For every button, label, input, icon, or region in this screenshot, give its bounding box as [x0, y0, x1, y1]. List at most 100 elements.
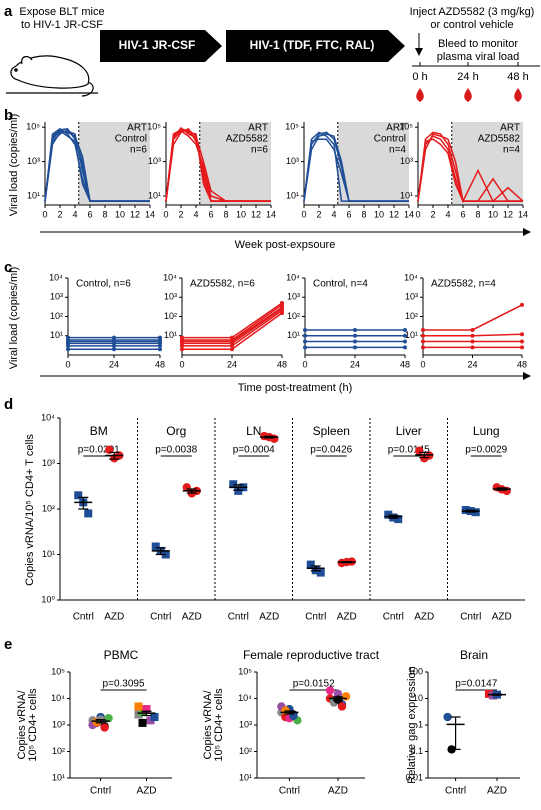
blood-drops: [416, 88, 522, 102]
p-value: p=0.0145: [388, 445, 430, 456]
x-tick-label: 14: [404, 209, 414, 219]
arrow-label: HIV-1 (TDF, FTC, RAL): [250, 38, 375, 52]
x-axis-title: Time post-treatment (h): [238, 382, 353, 394]
data-point: [443, 712, 452, 722]
group-title: LN: [246, 424, 261, 438]
data-point: [138, 718, 147, 727]
p-value: p=0.0038: [155, 445, 197, 456]
y-tick-label: 10³: [27, 156, 40, 166]
x-axis-title: Week post-expsoure: [235, 239, 336, 251]
y-tick-label: 10¹: [52, 772, 65, 782]
p-value: p=0.0147: [455, 679, 497, 690]
error-bar: [109, 451, 120, 460]
group-title: BM: [90, 424, 108, 438]
series-point: [303, 345, 307, 350]
series-line: [182, 304, 283, 341]
y-tick-label: 10²: [405, 311, 418, 321]
x-tick-label: 4: [445, 209, 450, 219]
y-tick-label: 10²: [50, 311, 63, 321]
data-point: [84, 509, 93, 518]
error-bar: [419, 451, 430, 459]
annotation: n=6: [130, 145, 147, 156]
error-bar: [284, 710, 295, 715]
x-tick-label: AZD: [328, 786, 348, 797]
y-tick-label: 10³: [239, 719, 252, 729]
error-bar: [141, 710, 152, 717]
y-tick-label: 100: [408, 666, 423, 676]
x-tick-label: 48: [400, 359, 410, 369]
y-tick-label: 10³: [400, 156, 413, 166]
y-tick-label: 10¹: [287, 330, 300, 340]
series-point: [180, 347, 184, 352]
y-tick-label: 10¹: [286, 190, 299, 200]
x-tick-label: Cntrl: [73, 612, 94, 623]
mouse-icon: [6, 55, 98, 97]
x-tick-label: 24: [350, 359, 360, 369]
y-axis-title: Copies vRNA/: [202, 690, 214, 760]
panel-label: e: [4, 636, 12, 653]
y-tick-label: 10⁵: [238, 666, 252, 676]
p-value: p=0.0201: [78, 445, 120, 456]
x-tick-label: 4: [193, 209, 198, 219]
error-bar: [333, 696, 343, 701]
p-value: p=0.0029: [465, 445, 507, 456]
chart-title: PBMC: [104, 648, 139, 662]
series-point: [470, 327, 475, 332]
p-value: p=0.0426: [310, 445, 352, 456]
series-line: [44, 130, 150, 202]
error-bar: [233, 484, 244, 491]
x-tick-label: 6: [208, 209, 213, 219]
group-title: Liver: [396, 424, 422, 438]
y-tick-label: 10⁴: [49, 272, 63, 282]
error-bar: [78, 496, 89, 510]
data-point: [74, 491, 83, 500]
y-tick-label: 10¹: [164, 330, 177, 340]
x-tick-label: AZD: [182, 612, 202, 623]
series-point: [230, 335, 234, 340]
error-bar: [465, 509, 476, 513]
y-tick-label: 10⁴: [163, 272, 177, 282]
y-tick-label: 10³: [50, 292, 63, 302]
series-point: [66, 335, 70, 340]
group-title: Org: [166, 424, 186, 438]
y-tick-label: 10⁵: [147, 122, 161, 132]
p-value: p=0.0004: [233, 445, 275, 456]
x-tick-label: 24: [227, 359, 237, 369]
y-tick-label: 0.01: [405, 772, 423, 782]
y-tick-label: 10⁵: [51, 666, 65, 676]
x-tick-label: 8: [475, 209, 480, 219]
series-point: [403, 333, 407, 338]
y-tick-label: 10¹: [148, 190, 161, 200]
y-axis-title: 10⁵ CD4+ cells: [213, 688, 225, 762]
x-tick-label: 8: [102, 209, 107, 219]
y-tick-label: 10⁴: [51, 693, 65, 703]
y-tick-label: 10³: [286, 156, 299, 166]
x-tick-label: 2: [316, 209, 321, 219]
group-title: Spleen: [313, 424, 350, 438]
art-shade: [337, 122, 409, 205]
x-tick-label: AZD: [104, 612, 124, 623]
timepoint: 24 h: [457, 71, 478, 83]
series-point: [230, 347, 234, 352]
y-tick-label: 10¹: [42, 549, 55, 559]
y-tick-label: 10: [413, 693, 423, 703]
group-title: Lung: [473, 424, 500, 438]
y-tick-label: 10²: [42, 503, 55, 513]
arrow-shape: [100, 30, 222, 62]
timepoint: 0 h: [412, 71, 427, 83]
annotation: ART: [386, 123, 406, 134]
series-point: [303, 333, 307, 338]
series-line: [303, 138, 409, 202]
panel-label: a: [4, 3, 13, 20]
data-point: [415, 446, 424, 456]
x-tick-label: 48: [155, 359, 165, 369]
data-point: [100, 723, 109, 732]
series-point: [520, 345, 524, 350]
data-point: [150, 713, 159, 722]
x-tick-label: 0: [301, 209, 306, 219]
series-point: [470, 345, 475, 350]
y-tick-label: 10³: [287, 292, 300, 302]
data-point: [151, 542, 160, 551]
series-point: [470, 333, 475, 338]
schematic-text: or control vehicle: [430, 19, 513, 31]
